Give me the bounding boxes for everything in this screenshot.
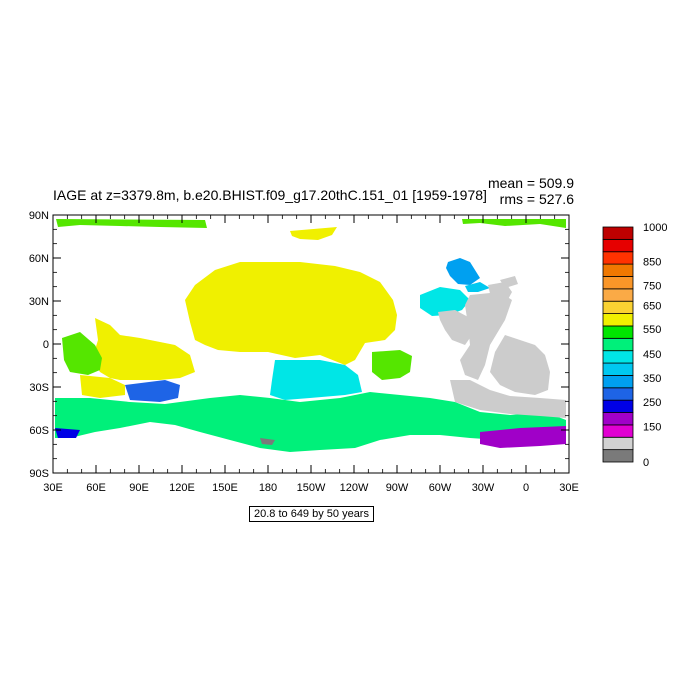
region-nw-atlantic xyxy=(420,287,470,316)
colorbar-box xyxy=(602,436,634,451)
region-arctic-pacific xyxy=(462,219,566,228)
region-indian-south xyxy=(80,375,125,398)
x-tick-label: 30E xyxy=(43,482,63,494)
region-south-pacific xyxy=(270,360,362,400)
colorbar-label: 0 xyxy=(643,457,649,469)
region-west-indian xyxy=(62,332,102,375)
region-labrador-light xyxy=(465,282,490,292)
contour-info-box: 20.8 to 649 by 50 years xyxy=(249,506,374,522)
region-antarctic-coast xyxy=(260,438,275,445)
colorbar-box xyxy=(602,238,634,253)
region-north-pacific xyxy=(185,262,397,365)
region-indian-central-green xyxy=(125,380,180,402)
region-southern-ocean xyxy=(55,392,566,452)
colorbar-box xyxy=(602,251,634,265)
colorbar-box xyxy=(602,226,634,240)
colorbar-box xyxy=(602,412,634,426)
region-central-atlantic xyxy=(460,292,512,380)
colorbar-box xyxy=(602,399,634,413)
colorbar-box xyxy=(602,288,634,302)
region-arctic-canada xyxy=(290,227,337,240)
y-tick-label: 0 xyxy=(43,339,49,351)
colorbar-label: 150 xyxy=(643,422,661,434)
colorbar-box xyxy=(602,337,634,352)
colorbar-box xyxy=(602,325,634,339)
x-tick-label: 60E xyxy=(86,482,106,494)
colorbar-label: 850 xyxy=(643,256,661,268)
x-tick-label: 120E xyxy=(169,482,195,494)
x-tick-label: 0 xyxy=(523,482,529,494)
colorbar-label: 650 xyxy=(643,300,661,312)
x-tick-label: 120W xyxy=(340,482,369,494)
colorbar-label: 1000 xyxy=(643,222,667,234)
y-tick-label: 90N xyxy=(29,210,49,222)
x-tick-label: 90W xyxy=(386,482,409,494)
x-tick-label: 180 xyxy=(259,482,277,494)
colorbar-box xyxy=(602,362,634,376)
colorbar-label: 550 xyxy=(643,324,661,336)
plot-title: IAGE at z=3379.8m, b.e20.BHIST.f09_g17.2… xyxy=(53,187,487,203)
colorbar-box xyxy=(602,350,634,364)
x-tick-label: 90E xyxy=(129,482,149,494)
region-arctic-atlantic xyxy=(56,219,207,228)
y-tick-label: 30S xyxy=(29,382,49,394)
colorbar-box xyxy=(602,375,634,389)
colorbar-label: 350 xyxy=(643,373,661,385)
colorbar-label: 750 xyxy=(643,281,661,293)
region-indian xyxy=(92,318,195,380)
x-tick-label: 30E xyxy=(559,482,579,494)
y-tick-label: 60N xyxy=(29,253,49,265)
colorbar: 1000 850 750 650 550 450 350 250 150 0 xyxy=(602,222,667,469)
colorbar-box xyxy=(602,313,634,327)
axes: 30E 60E 90E 120E 150E 180 150W 120W 90W 60W 30W 0 30… xyxy=(29,210,579,494)
y-tick-label: 30N xyxy=(29,296,49,308)
y-tick-label: 60S xyxy=(29,425,49,437)
colorbar-box xyxy=(602,276,634,290)
mean-value: mean = 509.9 xyxy=(487,175,574,191)
colorbar-box xyxy=(602,449,634,463)
ocean-field xyxy=(55,219,566,452)
colorbar-label: 250 xyxy=(643,397,661,409)
colorbar-box xyxy=(602,300,634,314)
colorbar-box xyxy=(602,424,634,438)
colorbar-box xyxy=(602,263,634,277)
x-tick-label: 150E xyxy=(212,482,238,494)
y-tick-label: 90S xyxy=(29,468,49,480)
region-weddell xyxy=(480,426,566,448)
colorbar-label: 450 xyxy=(643,349,661,361)
region-labrador xyxy=(446,258,480,285)
rms-value: rms = 527.6 xyxy=(499,191,574,207)
region-south-atlantic xyxy=(450,380,566,418)
x-tick-label: 60W xyxy=(429,482,452,494)
region-western-boundary xyxy=(438,310,472,345)
region-west-weddell xyxy=(55,428,80,438)
x-tick-label: 150W xyxy=(297,482,326,494)
x-tick-label: 30W xyxy=(472,482,495,494)
region-southeast-pacific xyxy=(372,350,412,380)
colorbar-box xyxy=(602,387,634,401)
region-east-atlantic xyxy=(490,335,550,395)
